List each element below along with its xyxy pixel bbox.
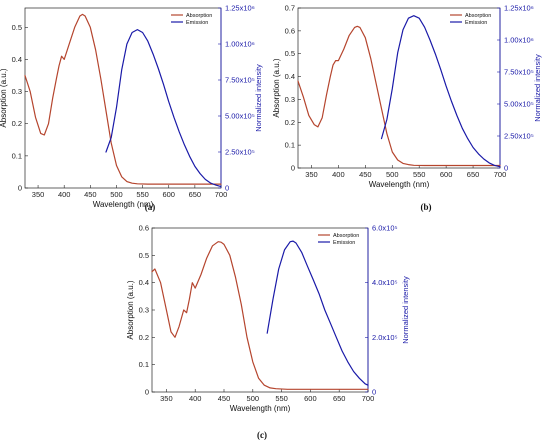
panel-a-x-tick-label: 500 bbox=[110, 190, 123, 199]
panel-a-y-axis-label: Absorption (a.u.) bbox=[0, 68, 8, 127]
panel-a-x-tick-label: 350 bbox=[32, 190, 45, 199]
panel-a-emission-line bbox=[105, 29, 222, 188]
panel-b-y-tick-label: 0.2 bbox=[285, 118, 295, 127]
panel-a: 350 400 450 500 550 600 650 70000.10.20.30.40.5… bbox=[0, 4, 263, 210]
panel-a-y2-tick-label: 2.50x10⁵ bbox=[225, 148, 255, 157]
panel-b-absorption-line bbox=[297, 25, 501, 167]
panel-c-y2-axis-label: Normalized intensity bbox=[401, 276, 410, 344]
panel-c-y2-tick-label: 4.0x10⁵ bbox=[372, 278, 398, 287]
panel-a-legend-label: Absorption bbox=[186, 13, 212, 19]
panel-c-y2-tick-label: 0 bbox=[372, 388, 376, 397]
panel-b-y-tick-label: 0.1 bbox=[285, 141, 295, 150]
panel-b: 350 400 450 500 550 600 650 70000.10.20.30.40.5… bbox=[272, 4, 542, 190]
panel-a-y-tick-label: 0.4 bbox=[12, 55, 22, 64]
panel-c-x-tick-label: 600 bbox=[304, 394, 317, 403]
panel-c-y2-tick-label: 2.0x10⁵ bbox=[372, 333, 398, 342]
panel-a-y-tick-label: 0.2 bbox=[12, 119, 22, 128]
panel-b-y-tick-label: 0.6 bbox=[285, 26, 295, 35]
panel-a-y-tick-label: 0.5 bbox=[12, 23, 22, 32]
panel-a-y-tick-label: 0 bbox=[18, 184, 22, 193]
panel-c-y-tick-label: 0.4 bbox=[139, 278, 149, 287]
panel-b-y-tick-label: 0.4 bbox=[285, 72, 295, 81]
panel-a-y2-tick-label: 1.25x10⁶ bbox=[225, 4, 255, 13]
panel-b-y2-tick-label: 5.00x10⁵ bbox=[504, 100, 534, 109]
panel-b-x-tick-label: 600 bbox=[440, 170, 453, 179]
panel-a-y2-tick-label: 5.00x10⁵ bbox=[225, 112, 255, 121]
panel-c-y-tick-label: 0 bbox=[145, 388, 149, 397]
panel-b-y-tick-label: 0 bbox=[291, 164, 295, 173]
panel-b-y-tick-label: 0.5 bbox=[285, 49, 295, 58]
panel-c-y-axis-label: Absorption (a.u.) bbox=[126, 280, 135, 339]
panel-b-x-tick-label: 450 bbox=[359, 170, 372, 179]
panel-a-x-tick-label: 650 bbox=[189, 190, 202, 199]
panel-a-x-tick-label: 550 bbox=[136, 190, 149, 199]
panel-c-x-tick-label: 400 bbox=[189, 394, 202, 403]
panel-c-legend-label: Absorption bbox=[333, 233, 359, 239]
panel-c-y-tick-label: 0.5 bbox=[139, 251, 149, 260]
panel-a-x-tick-label: 400 bbox=[58, 190, 71, 199]
panel-b-y2-tick-label: 2.50x10⁵ bbox=[504, 132, 534, 141]
panel-a-y2-tick-label: 1.00x10⁶ bbox=[225, 40, 255, 49]
panel-c-emission-line bbox=[266, 240, 369, 386]
panel-a-y-tick-label: 0.1 bbox=[12, 151, 22, 160]
panel-c-y2-tick-label: 6.0x10⁵ bbox=[372, 224, 398, 233]
panel-b-emission-line bbox=[380, 15, 501, 168]
panel-c-x-tick-label: 500 bbox=[247, 394, 260, 403]
panel-b-y2-tick-label: 1.00x10⁶ bbox=[504, 36, 534, 45]
panel-a-y2-axis-label: Normalized intensity bbox=[254, 64, 263, 132]
panel-a-y-tick-label: 0.3 bbox=[12, 87, 22, 96]
panel-c-legend-label: Emission bbox=[333, 240, 355, 246]
panel-b-legend-label: Absorption bbox=[465, 13, 491, 19]
panel-a-x-tick-label: 450 bbox=[84, 190, 97, 199]
panel-c-x-tick-label: 450 bbox=[218, 394, 231, 403]
panel-a-absorption-line bbox=[24, 13, 222, 185]
panel-a-x-tick-label: 600 bbox=[162, 190, 175, 199]
panel-a-y2-tick-label: 7.50x10⁵ bbox=[225, 76, 255, 85]
panel-c-y-tick-label: 0.2 bbox=[139, 333, 149, 342]
panel-a-x-tick-label: 700 bbox=[215, 190, 228, 199]
panel-b-y-tick-label: 0.7 bbox=[285, 4, 295, 13]
panel-a-x-axis-label: Wavelength (nm) bbox=[93, 200, 154, 209]
panel-b-y2-tick-label: 1.25x10⁶ bbox=[504, 4, 534, 13]
panel-c: 350 400 450 500 550 600 650 70000.10.20.30.40.5… bbox=[126, 224, 410, 414]
panel-c-caption: (c) bbox=[257, 430, 267, 440]
panel-c-y-tick-label: 0.3 bbox=[139, 306, 149, 315]
panel-c-y-tick-label: 0.6 bbox=[139, 224, 149, 233]
panel-b-x-tick-label: 650 bbox=[467, 170, 480, 179]
panel-b-y2-axis-label: Normalized intensity bbox=[533, 54, 542, 122]
panel-c-x-axis-label: Wavelength (nm) bbox=[230, 404, 291, 413]
panel-b-x-tick-label: 550 bbox=[413, 170, 426, 179]
panel-c-y-tick-label: 0.1 bbox=[139, 360, 149, 369]
panel-c-x-tick-label: 550 bbox=[275, 394, 288, 403]
panel-b-x-tick-label: 500 bbox=[386, 170, 399, 179]
panel-b-y-axis-label: Absorption (a.u.) bbox=[272, 58, 281, 117]
panel-b-x-tick-label: 350 bbox=[305, 170, 318, 179]
panel-c-x-tick-label: 700 bbox=[362, 394, 375, 403]
panel-c-x-tick-label: 350 bbox=[160, 394, 173, 403]
panel-c-x-tick-label: 650 bbox=[333, 394, 346, 403]
panel-b-x-tick-label: 400 bbox=[332, 170, 345, 179]
panel-a-legend-label: Emission bbox=[186, 20, 208, 26]
panel-b-legend-label: Emission bbox=[465, 20, 487, 26]
panel-b-x-tick-label: 700 bbox=[494, 170, 507, 179]
panel-b-y-tick-label: 0.3 bbox=[285, 95, 295, 104]
panel-b-caption: (b) bbox=[421, 202, 432, 212]
panel-a-y2-tick-label: 0 bbox=[225, 184, 229, 193]
panel-b-y2-tick-label: 7.50x10⁵ bbox=[504, 68, 534, 77]
panel-c-absorption-line bbox=[151, 241, 369, 390]
panel-b-x-axis-label: Wavelength (nm) bbox=[369, 180, 430, 189]
panel-a-caption: (a) bbox=[145, 202, 156, 212]
panel-b-y2-tick-label: 0 bbox=[504, 164, 508, 173]
